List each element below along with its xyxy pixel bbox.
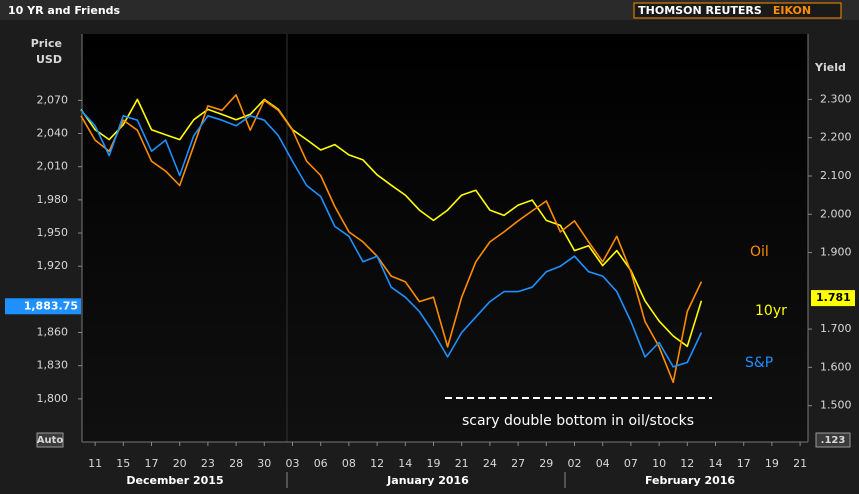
y2-tick-label: 1.900 [820, 246, 852, 259]
x-tick-label: 30 [257, 457, 271, 470]
y-tick-label: 1,980 [37, 193, 69, 206]
x-tick-label: 28 [229, 457, 243, 470]
x-tick-label: 14 [398, 457, 412, 470]
scale-mode-box [815, 432, 851, 448]
x-tick-label: 12 [370, 457, 384, 470]
x-tick-label: 04 [596, 457, 610, 470]
series-line [80, 94, 703, 384]
month-label: December 2015 [126, 474, 223, 487]
x-tick-label: 03 [286, 457, 300, 470]
y2-tick-label: 1.700 [820, 322, 852, 335]
x-tick-label: 06 [314, 457, 328, 470]
legend-label: 10yr [755, 303, 787, 319]
month-label: February 2016 [645, 474, 735, 487]
x-tick-label: 02 [568, 457, 582, 470]
x-tick-label: 17 [145, 457, 159, 470]
y-tick-label: 2,010 [37, 160, 69, 173]
y-tick-label: 2,040 [37, 127, 69, 140]
x-tick-label: 15 [116, 457, 130, 470]
series-line [80, 98, 703, 348]
scale-mode: Auto [37, 435, 64, 446]
scale-mode: .123 [821, 435, 846, 446]
x-tick-label: 19 [765, 457, 779, 470]
series-line [80, 109, 703, 368]
x-tick-label: 29 [539, 457, 553, 470]
month-label: January 2016 [386, 474, 469, 487]
y-label: Price [31, 37, 62, 50]
x-tick-label: 27 [511, 457, 525, 470]
x-tick-label: 21 [455, 457, 469, 470]
y2-tick-label: 2.000 [820, 207, 852, 220]
x-tick-label: 21 [793, 457, 807, 470]
x-tick-label: 24 [483, 457, 497, 470]
y-tick-label: 2,070 [37, 93, 69, 106]
x-tick-label: 07 [624, 457, 638, 470]
last-value-label: 1.781 [816, 291, 851, 304]
y-tick-label: 1,830 [37, 359, 69, 372]
y2-label: Yield [814, 61, 846, 74]
y2-tick-label: 2.200 [820, 131, 852, 144]
y2-tick-label: 2.100 [820, 169, 852, 182]
legend-label: Oil [750, 244, 769, 260]
y-tick-label: 1,800 [37, 392, 69, 405]
legend-label: S&P [745, 355, 773, 371]
x-tick-label: 14 [709, 457, 723, 470]
y2-tick-label: 1.600 [820, 360, 852, 373]
x-tick-label: 19 [427, 457, 441, 470]
x-tick-label: 08 [342, 457, 356, 470]
logo: THOMSON REUTERS [638, 4, 762, 17]
last-value-box [5, 298, 81, 315]
last-value-label: 1,883.75 [24, 299, 78, 312]
x-tick-label: 12 [680, 457, 694, 470]
annotation: scary double bottom in oil/stocks [462, 413, 694, 429]
y-label: USD [36, 53, 62, 66]
y2-tick-label: 2.300 [820, 92, 852, 105]
x-tick-label: 23 [201, 457, 215, 470]
x-tick-label: 17 [737, 457, 751, 470]
x-tick-label: 20 [173, 457, 187, 470]
last-value-box [811, 290, 855, 307]
logo-box [633, 2, 842, 19]
y-tick-label: 1,920 [37, 259, 69, 272]
logo: EIKON [773, 4, 811, 17]
x-tick-label: 10 [652, 457, 666, 470]
plot-area [82, 34, 808, 442]
x-tick-label: 11 [88, 457, 102, 470]
chart-title: 10 YR and Friends [8, 4, 121, 17]
y-tick-label: 1,860 [37, 326, 69, 339]
scale-mode-box [36, 432, 64, 448]
y2-tick-label: 1.500 [820, 399, 852, 412]
y-tick-label: 1,950 [37, 226, 69, 239]
